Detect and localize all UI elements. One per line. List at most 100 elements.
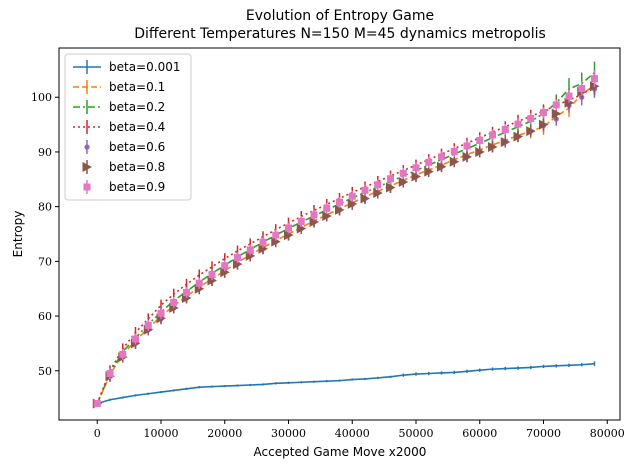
data-point	[271, 236, 281, 247]
data-point	[425, 158, 433, 166]
data-point	[170, 298, 178, 306]
data-point	[513, 131, 523, 142]
x-tick-label: 30000	[271, 427, 306, 440]
data-point	[84, 144, 90, 150]
data-point	[488, 142, 498, 153]
series-line	[96, 72, 596, 404]
legend-label: beta=0.001	[109, 60, 180, 74]
x-tick-label: 50000	[399, 427, 434, 440]
legend-label: beta=0.8	[109, 160, 165, 174]
series-line	[97, 362, 595, 405]
data-point	[437, 161, 447, 172]
data-point	[245, 250, 256, 261]
data-point	[360, 193, 370, 204]
data-point	[259, 238, 267, 246]
data-point	[386, 182, 396, 193]
data-point	[552, 101, 560, 109]
x-tick-label: 10000	[144, 427, 179, 440]
data-point	[183, 289, 190, 297]
data-point	[132, 335, 139, 343]
y-axis-label: Entropy	[11, 211, 25, 258]
data-point	[551, 108, 562, 119]
data-point	[258, 243, 268, 254]
y-tick-label: 70	[38, 255, 52, 268]
data-point	[450, 147, 458, 155]
x-tick-label: 80000	[590, 427, 625, 440]
data-point	[500, 137, 511, 148]
x-tick-label: 20000	[207, 427, 242, 440]
data-point	[208, 270, 216, 278]
legend: beta=0.001 beta=0.1 beta=0.2 beta=0.4 beta=0…	[64, 53, 192, 201]
legend-item: beta=0.001	[73, 60, 180, 74]
data-point	[411, 171, 421, 182]
series-beta-0-001	[96, 361, 596, 405]
data-point	[463, 142, 471, 150]
data-point	[387, 175, 394, 183]
data-point	[412, 164, 420, 172]
data-point	[578, 84, 586, 92]
legend-label: beta=0.9	[109, 180, 165, 194]
y-tick-label: 50	[38, 365, 52, 378]
data-point	[565, 92, 573, 100]
y-tick-label: 100	[31, 91, 52, 104]
data-point	[591, 75, 598, 83]
data-point	[207, 275, 217, 286]
data-point	[309, 216, 319, 227]
series-layer	[92, 61, 600, 409]
y-tick-label: 60	[38, 310, 52, 323]
data-point	[526, 126, 536, 137]
data-point	[398, 177, 409, 188]
data-point	[361, 186, 369, 194]
legend-item: beta=0.4	[73, 120, 165, 134]
data-point	[234, 254, 241, 262]
y-tick-label: 90	[38, 146, 52, 159]
data-point	[476, 136, 484, 144]
data-point	[220, 267, 230, 278]
data-point	[373, 187, 383, 198]
legend-label: beta=0.4	[109, 120, 165, 134]
legend-item: beta=0.9	[83, 180, 165, 194]
chart-subtitle: Different Temperatures N=150 M=45 dynami…	[134, 26, 546, 42]
data-point	[246, 246, 254, 254]
data-point	[449, 156, 460, 167]
data-point	[489, 131, 496, 139]
data-point	[296, 223, 307, 234]
data-point	[157, 309, 165, 317]
y-tick-label: 80	[38, 201, 52, 214]
plot-frame	[58, 47, 621, 421]
data-point	[82, 162, 92, 172]
x-tick-label: 60000	[462, 427, 497, 440]
data-point	[475, 146, 485, 157]
data-point	[336, 198, 343, 206]
x-axis: 0 10000 20000 30000 40000 50000 60000 70000 8000…	[94, 420, 625, 440]
data-point	[462, 151, 472, 162]
legend-label: beta=0.6	[109, 140, 165, 154]
data-point	[297, 217, 305, 225]
data-point	[323, 204, 331, 212]
data-point	[347, 198, 358, 209]
data-point	[233, 259, 243, 270]
legend-item: beta=0.6	[84, 140, 165, 154]
data-point	[272, 231, 280, 239]
legend-box	[64, 53, 192, 201]
data-point	[424, 166, 434, 177]
data-point	[144, 321, 152, 329]
data-point	[348, 192, 356, 200]
x-tick-label: 0	[94, 427, 101, 440]
y-axis: 50 60 70 80 90 100	[31, 91, 59, 378]
data-point	[540, 109, 547, 117]
data-point	[284, 230, 294, 241]
legend-item: beta=0.8	[82, 160, 165, 174]
data-point	[399, 169, 407, 177]
data-point	[285, 224, 292, 232]
data-point	[106, 370, 114, 377]
data-point	[539, 119, 549, 130]
data-point	[527, 115, 535, 123]
series-line	[96, 84, 595, 404]
data-point	[374, 181, 382, 189]
legend-label: beta=0.1	[109, 80, 165, 94]
data-point	[83, 183, 91, 191]
x-axis-label: Accepted Game Move x2000	[254, 445, 427, 459]
data-point	[221, 262, 229, 270]
